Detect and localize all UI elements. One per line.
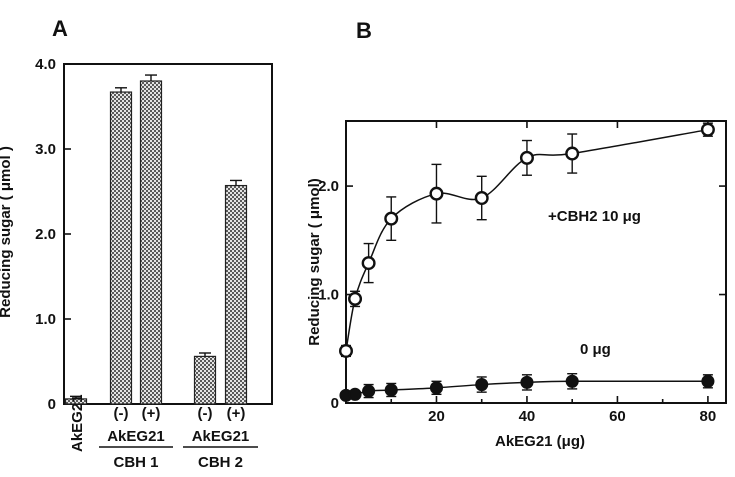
panel-a-bar xyxy=(193,355,217,405)
panel-a-x-tick-label: (+) xyxy=(227,405,246,422)
panel-a-group-label: AkEG21 xyxy=(107,428,165,445)
panel-a-y-tick-label: 4.0 xyxy=(35,56,56,73)
panel-a-y-tick-label: 2.0 xyxy=(35,226,56,243)
panel-a-y-tick-label: 3.0 xyxy=(35,141,56,158)
panel-a-y-tick-label: 0 xyxy=(48,396,56,413)
panel-b-data-point xyxy=(474,191,489,206)
panel-b-data-point xyxy=(700,122,715,137)
panel-a-x-tick-label: (-) xyxy=(198,405,213,422)
panel-b-y-axis-title: Reducing sugar ( μmol) xyxy=(306,178,323,346)
panel-b-data-point xyxy=(519,150,534,165)
series-label-cbh2: +CBH2 10 μg xyxy=(548,208,641,225)
panel-b-data-point xyxy=(565,374,579,388)
panel-a-y-axis: 0 1.0 2.0 3.0 4.0 xyxy=(35,56,71,413)
panel-b-axes: 0 1.0 2.0 20 40 60 80 xyxy=(318,121,726,425)
panel-b-data-point xyxy=(339,343,354,358)
panel-b-y-tick-label: 0 xyxy=(331,395,339,412)
panel-a-x-tick-label: AkEG21 xyxy=(69,394,86,452)
panel-b-x-tick-label: 80 xyxy=(700,408,717,425)
panel-b-series-0 xyxy=(339,122,715,358)
series-label-zero: 0 μg xyxy=(580,341,611,358)
panel-a-bar xyxy=(139,80,163,405)
panel-b-data-point xyxy=(348,291,363,306)
panel-b-data-point xyxy=(384,383,398,397)
panel-b-x-tick-label: 20 xyxy=(428,408,445,425)
panel-a-bar xyxy=(224,184,248,405)
panel-b-data-point xyxy=(384,211,399,226)
panel-b-data-point xyxy=(429,381,444,395)
panel-b-series-1 xyxy=(339,373,715,402)
panel-b-data-point xyxy=(565,146,580,161)
panel-b-data-point xyxy=(348,387,362,401)
panel-b-data-point xyxy=(429,186,444,201)
panel-a-x-tick-label: (+) xyxy=(142,405,161,422)
panel-a-bar xyxy=(109,91,133,405)
panel-a-group-sublabel: CBH 1 xyxy=(113,454,158,471)
panel-a-bars xyxy=(64,74,248,405)
panel-b-data-point xyxy=(361,256,376,271)
panel-b-data-point xyxy=(362,384,376,398)
panel-b-data-point xyxy=(475,378,489,392)
panel-b-plot-frame xyxy=(345,120,727,404)
panel-a: A Reducing sugar ( μmol ) 01.02.03.04.0 … xyxy=(0,16,273,471)
panel-a-x-tick-label: (-) xyxy=(114,405,129,422)
panel-a-group-sublabel: CBH 2 xyxy=(198,454,243,471)
panel-b: B Reducing sugar ( μmol) 0 1.0 2.0 20 40 60 80… xyxy=(306,18,727,450)
panel-b-y-tick-label: 2.0 xyxy=(318,178,339,195)
panel-b-y-tick-label: 1.0 xyxy=(318,287,339,304)
panel-b-x-tick-label: 40 xyxy=(519,408,536,425)
panel-b-x-axis-title: AkEG21 (μg) xyxy=(495,433,585,450)
panel-a-y-axis-title: Reducing sugar ( μmol ) xyxy=(0,146,14,318)
panel-b-x-tick-label: 60 xyxy=(609,408,626,425)
panel-b-data-point xyxy=(701,374,715,388)
panel-a-y-tick-label: 1.0 xyxy=(35,311,56,328)
panel-a-group-label: AkEG21 xyxy=(192,428,250,445)
panel-a-x-axis: AkEG21 (-) (+) (-) (+) AkEG21 CBH 1 AkEG21 CBH 2 xyxy=(69,394,258,471)
panel-letter-a: A xyxy=(52,16,68,41)
panel-letter-b: B xyxy=(356,18,372,43)
panel-b-data-point xyxy=(520,375,534,389)
panel-b-series xyxy=(339,122,715,402)
